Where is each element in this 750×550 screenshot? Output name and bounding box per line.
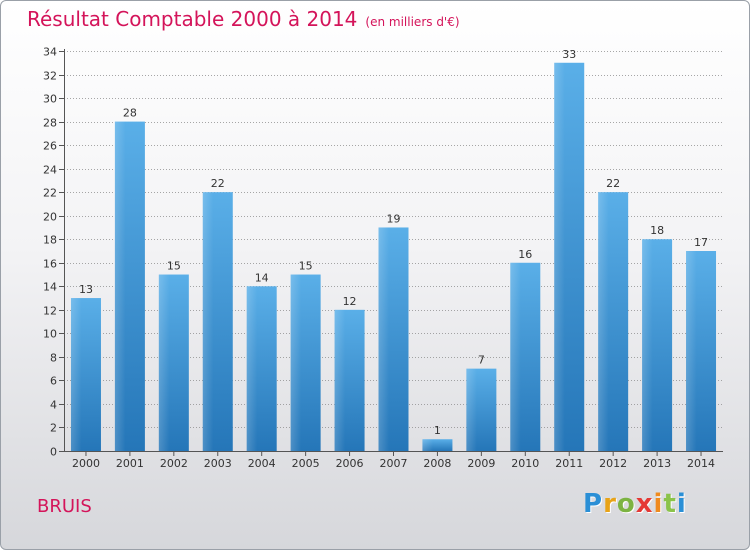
x-tick-label: 2002 (160, 457, 188, 470)
bar-highlight (554, 62, 565, 451)
y-tick-label: 2 (50, 422, 57, 435)
bar-highlight (158, 274, 170, 451)
x-tick-label: 2010 (511, 457, 539, 470)
place-name: BRUIS (37, 496, 92, 517)
y-tick-label: 12 (43, 305, 57, 318)
title-text: Résultat Comptable 2000 à 2014 (27, 7, 358, 31)
bar-highlight (510, 262, 521, 451)
y-tick-label: 14 (43, 281, 57, 294)
bar-highlight (202, 192, 214, 452)
data-label: 22 (606, 177, 620, 190)
x-tick-label: 2012 (599, 457, 627, 470)
logo-letter: i (676, 489, 687, 519)
logo-letter: x (635, 489, 654, 519)
logo-letter: o (616, 489, 636, 519)
data-label: 13 (79, 283, 93, 296)
bar-highlight (246, 286, 258, 451)
x-tick-label: 2006 (336, 457, 364, 470)
y-tick-label: 28 (43, 117, 57, 130)
data-label: 17 (694, 236, 708, 249)
x-tick-label: 2004 (248, 457, 276, 470)
bar-highlight (114, 121, 126, 452)
chart-title: Résultat Comptable 2000 à 2014 (en millie… (27, 7, 460, 31)
x-tick-label: 2003 (204, 457, 232, 470)
y-tick-label: 26 (43, 140, 57, 153)
y-tick-label: 4 (50, 399, 57, 412)
x-tick-label: 2014 (687, 457, 715, 470)
y-tick-label: 22 (43, 187, 57, 200)
x-tick-label: 2009 (467, 457, 495, 470)
y-tick-label: 34 (43, 46, 57, 59)
data-label: 7 (478, 354, 485, 367)
logo-letter: P (583, 489, 604, 519)
x-tick-label: 2008 (423, 457, 451, 470)
x-tick-label: 2001 (116, 457, 144, 470)
logo-letter: t (663, 489, 677, 519)
y-tick-label: 30 (43, 93, 57, 106)
bar-highlight (422, 439, 433, 451)
bar-highlight (70, 298, 82, 451)
data-label: 15 (299, 260, 313, 273)
proxiti-logo[interactable]: Proxiti (583, 489, 687, 519)
data-label: 1 (434, 424, 441, 437)
bar-highlight (642, 239, 653, 451)
y-tick-label: 8 (50, 352, 57, 365)
chart-subtitle: (en milliers d'€) (365, 15, 460, 29)
data-label: 16 (518, 248, 532, 261)
x-tick-label: 2011 (555, 457, 583, 470)
x-tick-label: 2007 (380, 457, 408, 470)
y-tick-label: 32 (43, 70, 57, 83)
x-tick-label: 2005 (292, 457, 320, 470)
y-tick-label: 0 (50, 446, 57, 459)
bar-highlight (598, 192, 609, 452)
data-label: 18 (650, 224, 664, 237)
bar-highlight (290, 274, 302, 451)
y-tick-label: 10 (43, 328, 57, 341)
y-tick-label: 16 (43, 258, 57, 271)
y-tick-label: 20 (43, 211, 57, 224)
y-tick-label: 24 (43, 164, 57, 177)
data-label: 19 (387, 212, 401, 225)
bar-highlight (466, 368, 477, 451)
data-label: 12 (343, 295, 357, 308)
y-tick-label: 6 (50, 375, 57, 388)
bar-highlight (334, 309, 346, 451)
data-label: 22 (211, 177, 225, 190)
bar (422, 439, 453, 451)
data-label: 14 (255, 271, 269, 284)
x-tick-label: 2000 (72, 457, 100, 470)
data-label: 33 (562, 48, 576, 61)
bar-highlight (378, 227, 389, 451)
x-tick-label: 2013 (643, 457, 671, 470)
y-tick-label: 18 (43, 234, 57, 247)
bar-highlight (686, 251, 697, 451)
data-label: 28 (123, 107, 137, 120)
logo-letter: i (653, 489, 664, 519)
logo-letter: r (603, 489, 617, 519)
data-label: 15 (167, 260, 181, 273)
